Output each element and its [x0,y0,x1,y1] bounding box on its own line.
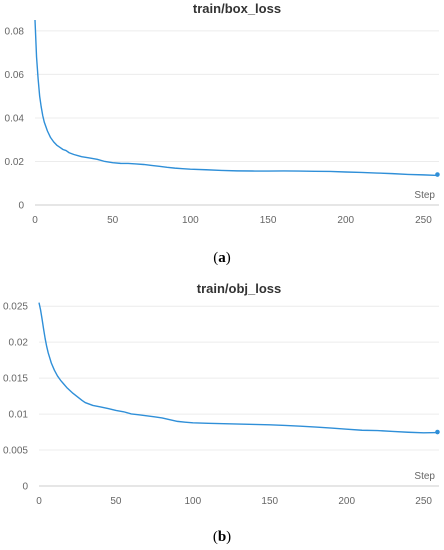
y-tick-label: 0.04 [5,113,25,124]
x-tick-label: 250 [415,215,432,226]
y-tick-label: 0.025 [3,302,28,313]
caption-close-paren: ) [226,250,231,266]
y-tick-label: 0.005 [3,446,28,457]
y-tick-label: 0 [22,482,28,493]
x-tick-label: 150 [260,215,277,226]
series-end-point [435,172,440,177]
y-tick-label: 0.015 [3,374,28,385]
x-tick-label: 50 [107,215,119,226]
x-axis-label: Step [414,190,435,201]
series-line [38,302,438,434]
series-line [34,19,438,177]
figure-caption: (b) [213,529,231,545]
y-tick-label: 0 [18,201,24,212]
chart-title: train/box_loss [193,1,281,16]
x-tick-label: 150 [261,496,278,507]
x-tick-label: 100 [182,215,199,226]
x-tick-label: 200 [338,496,355,507]
caption-open-paren: ( [213,529,218,545]
x-tick-label: 100 [185,496,202,507]
x-tick-label: 0 [36,496,42,507]
x-tick-label: 200 [337,215,354,226]
x-tick-label: 250 [415,496,432,507]
x-tick-label: 0 [32,215,38,226]
chart-title: train/obj_loss [197,281,282,296]
x-axis-label: Step [414,471,435,482]
figure-caption: (a) [213,250,231,266]
chart-a: train/box_loss 0 0.02 0.04 0.06 0.08 0 50 100 150… [5,1,440,266]
caption-open-paren: ( [213,250,218,266]
y-tick-label: 0.02 [9,338,29,349]
y-tick-label: 0.08 [5,26,25,37]
caption-letter: b [218,529,226,545]
y-tick-label: 0.02 [5,157,25,168]
chart-b: train/obj_loss 0 0.005 0.01 0.015 0.02 0.025 0 5… [3,281,440,545]
caption-letter: a [218,250,226,266]
series-end-point [435,429,440,435]
caption-close-paren: ) [226,529,231,545]
y-tick-label: 0.06 [5,70,25,81]
y-tick-label: 0.01 [9,410,29,421]
x-tick-label: 50 [110,496,122,507]
